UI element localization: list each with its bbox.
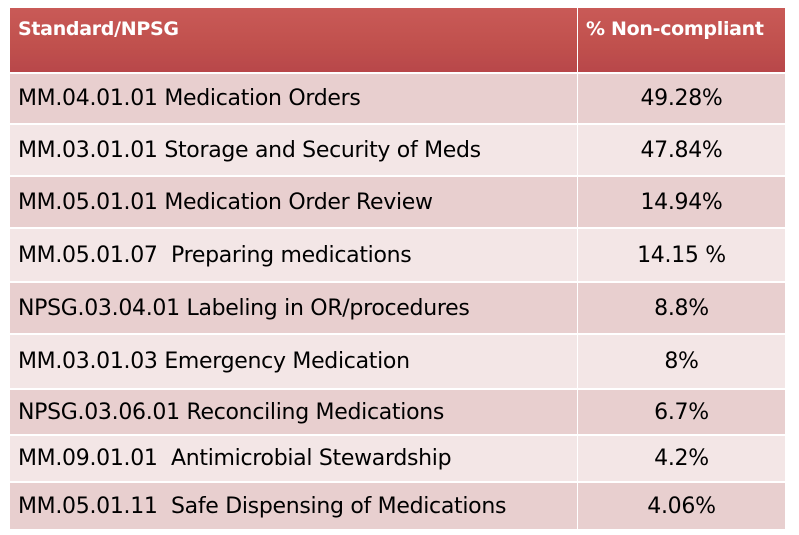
percent-cell: 6.7% bbox=[578, 390, 786, 436]
standard-cell: NPSG.03.04.01 Labeling in OR/procedures bbox=[10, 283, 578, 335]
standard-cell: MM.04.01.01 Medication Orders bbox=[10, 74, 578, 125]
percent-cell: 8% bbox=[578, 335, 786, 390]
percent-cell: 4.2% bbox=[578, 436, 786, 483]
standard-cell: NPSG.03.06.01 Reconciling Medications bbox=[10, 390, 578, 436]
percent-cell: 14.94% bbox=[578, 177, 786, 229]
percent-cell: 8.8% bbox=[578, 283, 786, 335]
standard-cell: MM.03.01.03 Emergency Medication bbox=[10, 335, 578, 390]
percent-cell: 4.06% bbox=[578, 483, 786, 531]
standard-cell: MM.05.01.01 Medication Order Review bbox=[10, 177, 578, 229]
percent-cell: 49.28% bbox=[578, 74, 786, 125]
header-cell: % Non-compliant bbox=[578, 8, 786, 74]
standard-cell: MM.05.01.07 Preparing medications bbox=[10, 229, 578, 283]
header-cell: Standard/NPSG bbox=[10, 8, 578, 74]
standard-cell: MM.05.01.11 Safe Dispensing of Medicatio… bbox=[10, 483, 578, 531]
standard-cell: MM.09.01.01 Antimicrobial Stewardship bbox=[10, 436, 578, 483]
percent-cell: 47.84% bbox=[578, 125, 786, 177]
percent-cell: 14.15 % bbox=[578, 229, 786, 283]
standard-cell: MM.03.01.01 Storage and Security of Meds bbox=[10, 125, 578, 177]
